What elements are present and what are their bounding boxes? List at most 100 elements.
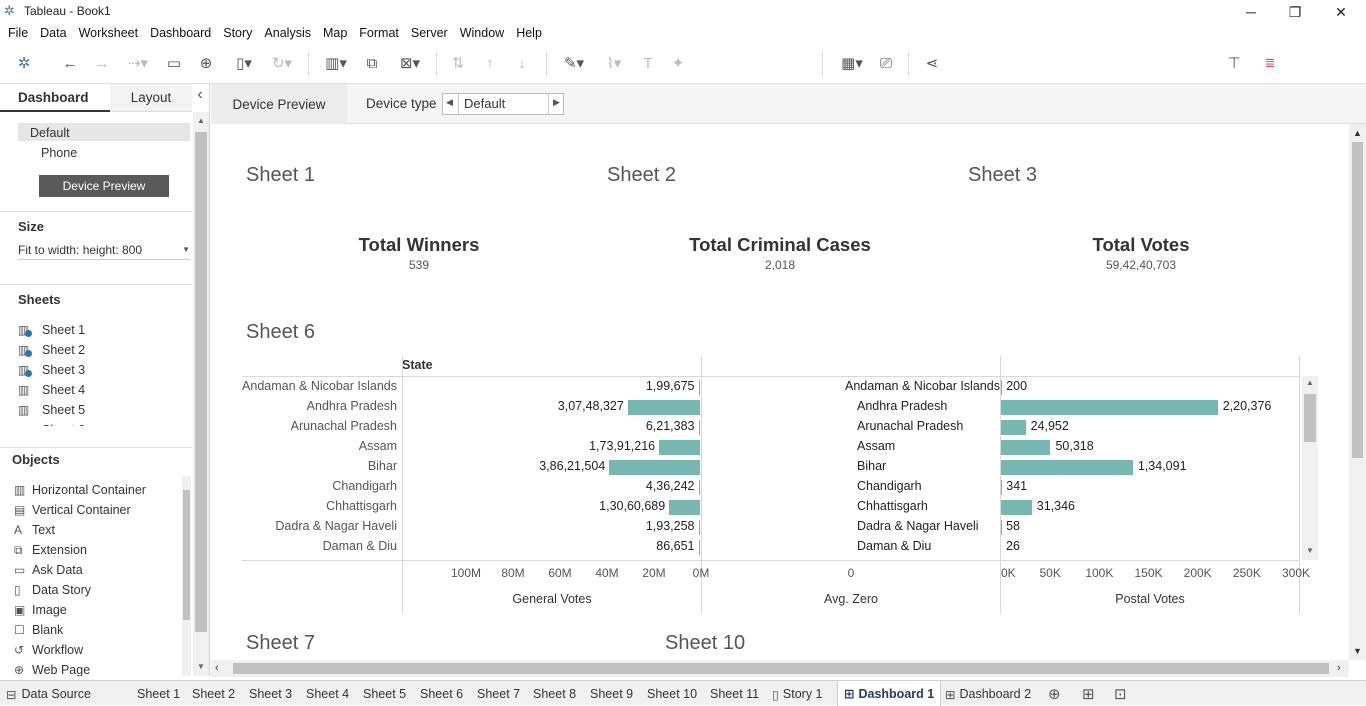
device-preview-tab[interactable]: Device Preview: [211, 84, 347, 124]
menu-file[interactable]: File: [2, 24, 34, 44]
redo-icon[interactable]: →: [90, 52, 114, 74]
pin-icon[interactable]: ✦: [666, 52, 690, 74]
tab-sheet-4[interactable]: Sheet 4: [306, 683, 349, 705]
minimize-button[interactable]: ─: [1228, 0, 1274, 24]
menu-worksheet[interactable]: Worksheet: [73, 24, 145, 44]
tab-data-source[interactable]: ⊟Data Source: [6, 683, 128, 705]
new-story-tab-icon[interactable]: ⊡: [1114, 683, 1127, 705]
refresh-icon[interactable]: ↻▾: [264, 52, 300, 74]
tab-sheet-10[interactable]: Sheet 10: [647, 683, 697, 705]
chart-scrollbar[interactable]: ▲ ▼: [1302, 376, 1318, 560]
object-vertical-container[interactable]: ▤Vertical Container: [14, 500, 180, 520]
show-me-icon[interactable]: ≣: [1260, 52, 1280, 74]
object-extension[interactable]: ⧉Extension: [14, 540, 180, 560]
menu-story[interactable]: Story: [217, 24, 258, 44]
menu-data[interactable]: Data: [34, 24, 72, 44]
highlight-icon[interactable]: ✎▾: [556, 52, 592, 74]
postal-votes-bar[interactable]: [1001, 460, 1133, 475]
general-votes-bar[interactable]: [699, 540, 701, 555]
tab-dashboard-1[interactable]: ⊞Dashboard 1: [837, 681, 941, 706]
tab-dashboard-2[interactable]: ⊞Dashboard 2: [945, 683, 1031, 705]
chevron-right-icon[interactable]: ▶: [553, 97, 560, 108]
canvas-horizontal-scrollbar[interactable]: ‹ ›: [211, 660, 1349, 677]
general-votes-bar[interactable]: [669, 500, 700, 515]
object-image[interactable]: ▣Image: [14, 600, 180, 620]
replay-icon[interactable]: ⇢▾: [120, 52, 156, 74]
labels-icon[interactable]: T: [636, 52, 660, 74]
postal-votes-bar[interactable]: [1001, 440, 1050, 455]
chevron-left-icon[interactable]: ◀: [446, 97, 453, 108]
device-type-select[interactable]: ◀ Default ▶: [442, 93, 564, 115]
undo-icon[interactable]: ←: [58, 52, 82, 74]
general-votes-bar[interactable]: [699, 380, 701, 395]
postal-votes-bar[interactable]: [1001, 500, 1032, 515]
sort-descending-icon[interactable]: ↓: [510, 52, 534, 74]
clear-icon[interactable]: ⊠▾: [392, 52, 428, 74]
tab-dashboard[interactable]: Dashboard: [0, 84, 110, 112]
new-worksheet-tab-icon[interactable]: ⊕: [1048, 683, 1061, 705]
sheet-item[interactable]: ▥Sheet 6: [18, 420, 188, 426]
object-horizontal-container[interactable]: ▥Horizontal Container: [14, 480, 180, 500]
new-worksheet-icon[interactable]: ▥▾: [318, 52, 354, 74]
tab-sheet-3[interactable]: Sheet 3: [249, 683, 292, 705]
general-votes-bar[interactable]: [699, 420, 701, 435]
show-cards-icon[interactable]: ▦▾: [834, 52, 870, 74]
restore-button[interactable]: ❐: [1272, 0, 1318, 24]
swap-icon[interactable]: ⇅: [446, 52, 470, 74]
tab-sheet-11[interactable]: Sheet 11: [710, 683, 759, 705]
menu-format[interactable]: Format: [353, 24, 405, 44]
device-default[interactable]: Default: [18, 123, 190, 141]
duplicate-icon[interactable]: ⧉: [360, 52, 384, 74]
object-data-story[interactable]: ▯Data Story: [14, 580, 180, 600]
close-button[interactable]: ✕: [1318, 0, 1364, 24]
new-dashboard-tab-icon[interactable]: ⊞: [1082, 683, 1095, 705]
sheet-item[interactable]: ▥Sheet 2: [18, 340, 188, 360]
postal-votes-bar[interactable]: [1001, 400, 1218, 415]
general-votes-bar[interactable]: [609, 460, 700, 475]
share-icon[interactable]: ⋖: [920, 52, 944, 74]
device-preview-button[interactable]: Device Preview: [39, 175, 169, 197]
general-votes-bar[interactable]: [628, 400, 700, 415]
sort-ascending-icon[interactable]: ↑: [478, 52, 502, 74]
general-votes-bar[interactable]: [699, 520, 701, 535]
sheet-item[interactable]: ▥Sheet 5: [18, 400, 188, 420]
tab-sheet-1[interactable]: Sheet 1: [137, 683, 180, 705]
size-dropdown[interactable]: Fit to width: height: 800▼: [18, 242, 190, 260]
tab-sheet-6[interactable]: Sheet 6: [420, 683, 463, 705]
tab-sheet-2[interactable]: Sheet 2: [192, 683, 235, 705]
format-painter-icon[interactable]: ⊤: [1222, 52, 1246, 74]
menu-map[interactable]: Map: [317, 24, 353, 44]
tab-sheet-8[interactable]: Sheet 8: [533, 683, 576, 705]
menu-dashboard[interactable]: Dashboard: [144, 24, 217, 44]
device-phone[interactable]: Phone: [41, 146, 77, 160]
save-icon[interactable]: ▭: [162, 52, 186, 74]
tab-layout[interactable]: Layout: [110, 84, 192, 112]
tab-sheet-5[interactable]: Sheet 5: [363, 683, 406, 705]
postal-votes-bar[interactable]: [1001, 420, 1026, 435]
object-blank[interactable]: ☐Blank: [14, 620, 180, 640]
object-workflow[interactable]: ↺Workflow: [14, 640, 180, 660]
tableau-home-icon[interactable]: ✲: [12, 52, 36, 74]
menu-analysis[interactable]: Analysis: [258, 24, 317, 44]
presentation-mode-icon[interactable]: ⎚: [874, 52, 898, 74]
menu-help[interactable]: Help: [510, 24, 548, 44]
canvas-vertical-scrollbar[interactable]: ▲ ▼: [1349, 124, 1366, 660]
sheet-item[interactable]: ▥Sheet 3: [18, 360, 188, 380]
collapse-panel-icon[interactable]: ‹: [192, 86, 208, 108]
sheet-item[interactable]: ▥Sheet 4: [18, 380, 188, 400]
object-ask-data[interactable]: ▭Ask Data: [14, 560, 180, 580]
general-votes-bar[interactable]: [659, 440, 700, 455]
menu-server[interactable]: Server: [405, 24, 454, 44]
menu-window[interactable]: Window: [454, 24, 510, 44]
group-icon[interactable]: ⌇▾: [596, 52, 632, 74]
general-votes-bar[interactable]: [699, 480, 701, 495]
